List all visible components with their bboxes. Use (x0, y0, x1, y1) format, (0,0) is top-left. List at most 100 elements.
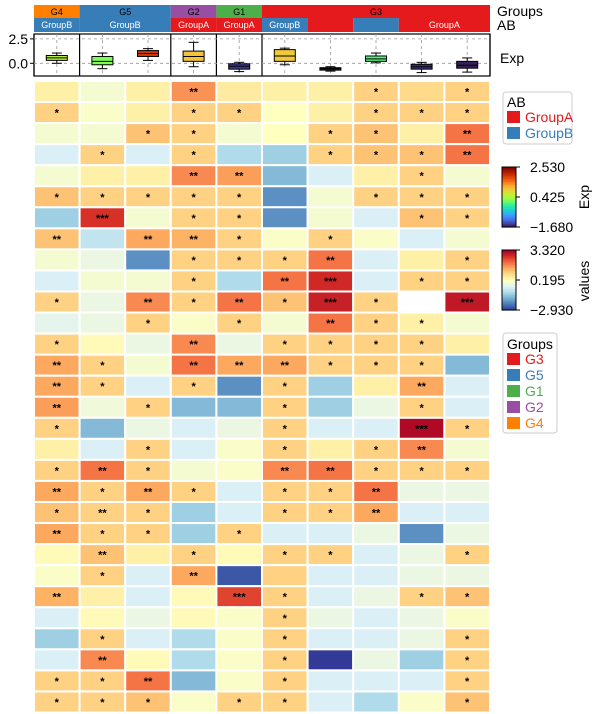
exp-colorbar-gradient-step (502, 195, 516, 198)
heatmap-star: ** (417, 444, 426, 456)
group-annotation-cell (262, 5, 490, 18)
heatmap-star: ** (98, 550, 107, 562)
heatmap-cell (33, 80, 81, 104)
heatmap-star: * (237, 318, 242, 330)
groups-annotation-label: Groups (497, 3, 543, 19)
exp-colorbar-gradient-step (502, 218, 516, 221)
values-colorbar-gradient-step (502, 305, 516, 308)
heatmap-star: * (283, 634, 288, 646)
heatmap-star: ** (326, 255, 335, 267)
heatmap-cell (352, 606, 400, 630)
ab-annotation-text: GroupA (429, 20, 460, 30)
heatmap-star: ** (372, 486, 381, 498)
exp-colorbar-title: Exp (576, 185, 592, 209)
heatmap-star: *** (324, 276, 338, 288)
heatmap-star: * (374, 150, 379, 162)
exp-colorbar-gradient-step (502, 185, 516, 188)
heatmap-star: * (191, 276, 196, 288)
values-colorbar-tick-label: 0.195 (530, 272, 565, 288)
values-colorbar-tick-label: 3.320 (530, 242, 565, 258)
heatmap-cell (124, 648, 172, 672)
values-colorbar-title: values (576, 261, 592, 301)
heatmap-cell (306, 80, 355, 104)
heatmap-cell (215, 669, 263, 693)
heatmap-cell (78, 290, 127, 314)
heatmap-star: * (419, 360, 424, 372)
ab-annotation-label: AB (497, 17, 516, 33)
heatmap-star: ** (53, 402, 62, 414)
heatmap-star: * (146, 402, 151, 414)
heatmap-cell (306, 206, 355, 230)
exp-colorbar-gradient-step (502, 177, 516, 180)
heatmap-star: * (100, 486, 105, 498)
heatmap-star: ** (53, 381, 62, 393)
heatmap-cell (306, 690, 355, 714)
heatmap-cell (33, 122, 81, 146)
heatmap-cell (124, 353, 172, 377)
exp-colorbar-gradient-step (502, 222, 516, 225)
heatmap-cell (352, 648, 400, 672)
heatmap-cell (397, 543, 446, 567)
heatmap-star: * (283, 423, 288, 435)
heatmap-cell (443, 164, 491, 188)
heatmap-cell (261, 227, 309, 251)
heatmap-cell (261, 564, 309, 588)
values-colorbar-gradient-step (502, 268, 516, 271)
values-colorbar-gradient-step (502, 283, 516, 286)
heatmap-star: * (237, 255, 242, 267)
exp-colorbar-gradient-step (502, 210, 516, 213)
heatmap-star: * (465, 634, 470, 646)
heatmap-cell (397, 122, 446, 146)
exp-colorbar-gradient-step (502, 173, 516, 176)
heatmap-star: * (283, 655, 288, 667)
heatmap-cell (124, 564, 172, 588)
heatmap-cell (169, 458, 218, 482)
heatmap-star: * (55, 465, 60, 477)
heatmap-star: ** (372, 508, 381, 520)
heatmap-cell (33, 269, 81, 293)
heatmap-cell (169, 311, 218, 335)
heatmap-star: * (419, 339, 424, 351)
ab-legend-title: AB (507, 94, 526, 110)
values-colorbar-gradient-step (502, 301, 516, 304)
heatmap-star: * (237, 192, 242, 204)
heatmap-cell (169, 648, 218, 672)
heatmap-cell (352, 585, 400, 609)
heatmap-star: * (419, 402, 424, 414)
heatmap-star: * (191, 150, 196, 162)
boxplot-ytick-label: 2.5 (9, 31, 29, 47)
heatmap-star: * (55, 108, 60, 120)
heatmap-star: * (374, 465, 379, 477)
exp-colorbar-gradient-step (502, 192, 516, 195)
values-colorbar-gradient-step (502, 292, 516, 295)
heatmap-cell (215, 437, 263, 461)
heatmap-cell (33, 648, 81, 672)
heatmap-star: * (374, 444, 379, 456)
exp-colorbar-gradient-step (502, 180, 516, 183)
values-colorbar-gradient-step (502, 274, 516, 277)
heatmap-cell (124, 416, 172, 440)
ab-legend-swatch (507, 111, 520, 123)
heatmap-star: * (374, 87, 379, 99)
heatmap-star: ** (235, 360, 244, 372)
heatmap-cell (443, 522, 491, 546)
heatmap-cell (397, 669, 446, 693)
exp-colorbar-gradient-step (502, 174, 516, 177)
heatmap-star: ** (189, 360, 198, 372)
heatmap-cell (397, 606, 446, 630)
ab-legend-frame (502, 91, 573, 145)
heatmap-star: * (419, 213, 424, 225)
exp-colorbar-gradient-step (502, 215, 516, 218)
boxplot-annotation: 2.5 0.0 (9, 31, 491, 77)
exp-colorbar-gradient-step (502, 216, 516, 219)
ab-annotation-bar: GroupB GroupB GroupA GroupA GroupB GroupA (34, 18, 490, 32)
values-colorbar-gradient-step (502, 254, 516, 257)
heatmap-cell (397, 564, 446, 588)
values-colorbar-gradient-step (502, 278, 516, 281)
heatmap-star: * (328, 508, 333, 520)
heatmap-cell (169, 395, 218, 419)
ab-annotation-text: GroupB (269, 20, 300, 30)
heatmap-cell (261, 143, 309, 167)
heatmap-star: ** (281, 276, 290, 288)
heatmap-cell (306, 416, 355, 440)
